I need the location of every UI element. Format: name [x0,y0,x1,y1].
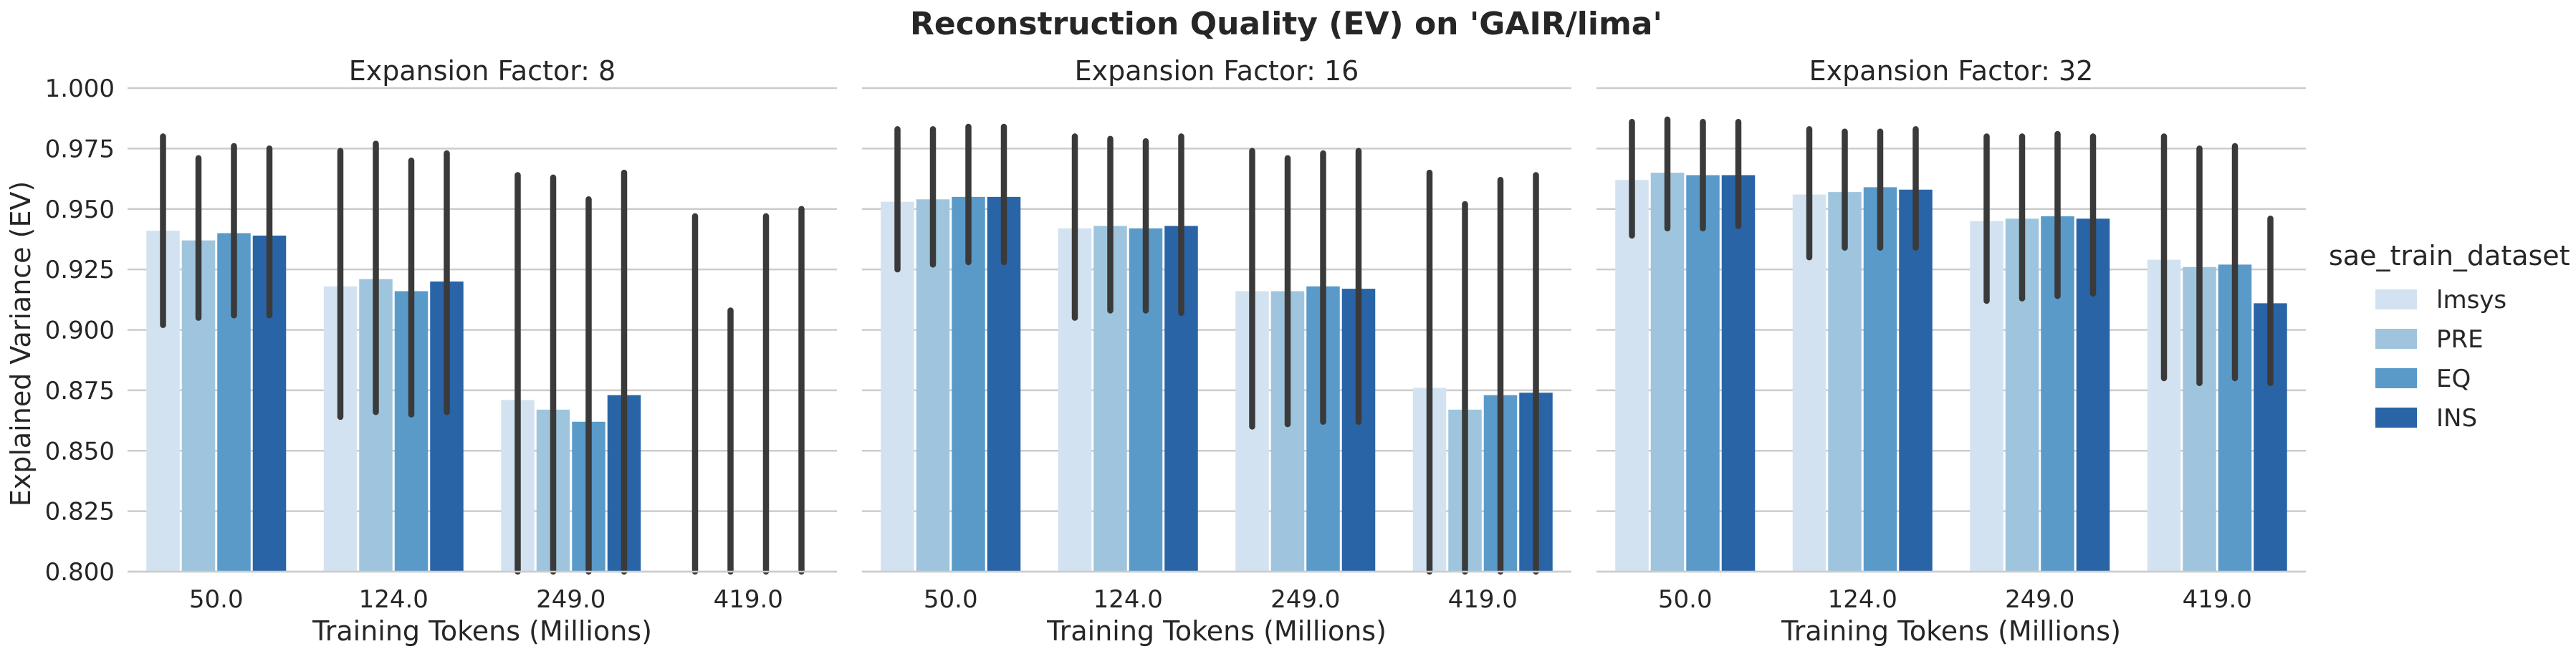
chart-title: Reconstruction Quality (EV) on 'GAIR/lim… [910,6,1662,42]
x-tick-label: 419.0 [1448,585,1518,614]
chart-panels: 0.800 0.825 0.850 0.875 0.900 0.925 0.950 0.975… [45,55,2306,647]
bar-EQ-124.0 [1863,187,1897,572]
bar-PRE-124.0 [1828,192,1862,572]
x-tick-label: 249.0 [2005,585,2074,614]
bar-PRE-50.0 [1650,173,1685,572]
y-axis-label: Explained Variance (EV) [5,181,37,507]
y-tick-label: 0.850 [45,437,115,466]
x-axis-label: Training Tokens (Millions) [1781,615,2121,647]
panel-2: Expansion Factor: 16 50.0 124.0 249.0 419.0 T… [862,55,1571,647]
legend-label-EQ: EQ [2436,365,2471,393]
y-tick-label: 0.875 [45,377,115,405]
legend-label-PRE: PRE [2436,325,2484,354]
legend-swatch-lmsys [2375,289,2417,309]
y-tick-label: 0.950 [45,196,115,224]
legend-swatch-INS [2375,408,2417,428]
x-tick-label: 249.0 [536,585,605,614]
x-tick-label: 249.0 [1270,585,1340,614]
x-tick-label: 419.0 [2183,585,2252,614]
x-axis-label: Training Tokens (Millions) [1046,615,1387,647]
bar-lmsys-50.0 [1615,180,1649,572]
legend-swatch-EQ [2375,368,2417,388]
x-tick-label: 124.0 [1093,585,1163,614]
legend-title: sae_train_dataset [2329,240,2570,271]
x-tick-label: 50.0 [1658,585,1713,614]
y-tick-label: 0.925 [45,256,115,284]
x-tick-label: 124.0 [359,585,428,614]
x-tick-label: 50.0 [924,585,978,614]
y-tick-label: 0.975 [45,135,115,163]
bar-INS-124.0 [1899,189,1933,572]
legend-swatch-PRE [2375,329,2417,349]
panel-title: Expansion Factor: 32 [1809,55,2094,87]
x-tick-label: 50.0 [189,585,244,614]
x-tick-label: 419.0 [714,585,783,614]
y-tick-label: 0.825 [45,498,115,526]
y-tick-label: 1.000 [45,74,115,103]
bar-EQ-50.0 [1686,175,1720,572]
y-tick-label: 0.800 [45,558,115,587]
panel-3: Expansion Factor: 32 50.0 124.0 249.0 419.0 T… [1596,55,2306,647]
panel-title: Expansion Factor: 8 [349,55,616,87]
x-tick-label: 124.0 [1828,585,1897,614]
x-axis-label: Training Tokens (Millions) [312,615,652,647]
legend-label-INS: INS [2436,404,2477,433]
y-tick-label: 0.900 [45,317,115,345]
panel-title: Expansion Factor: 16 [1075,55,1359,87]
panel-1: Expansion Factor: 8 50.0 124.0 249.0 419.0 Tr… [128,55,837,647]
legend-label-lmsys: lmsys [2436,286,2506,314]
bar-INS-50.0 [1721,175,1756,572]
